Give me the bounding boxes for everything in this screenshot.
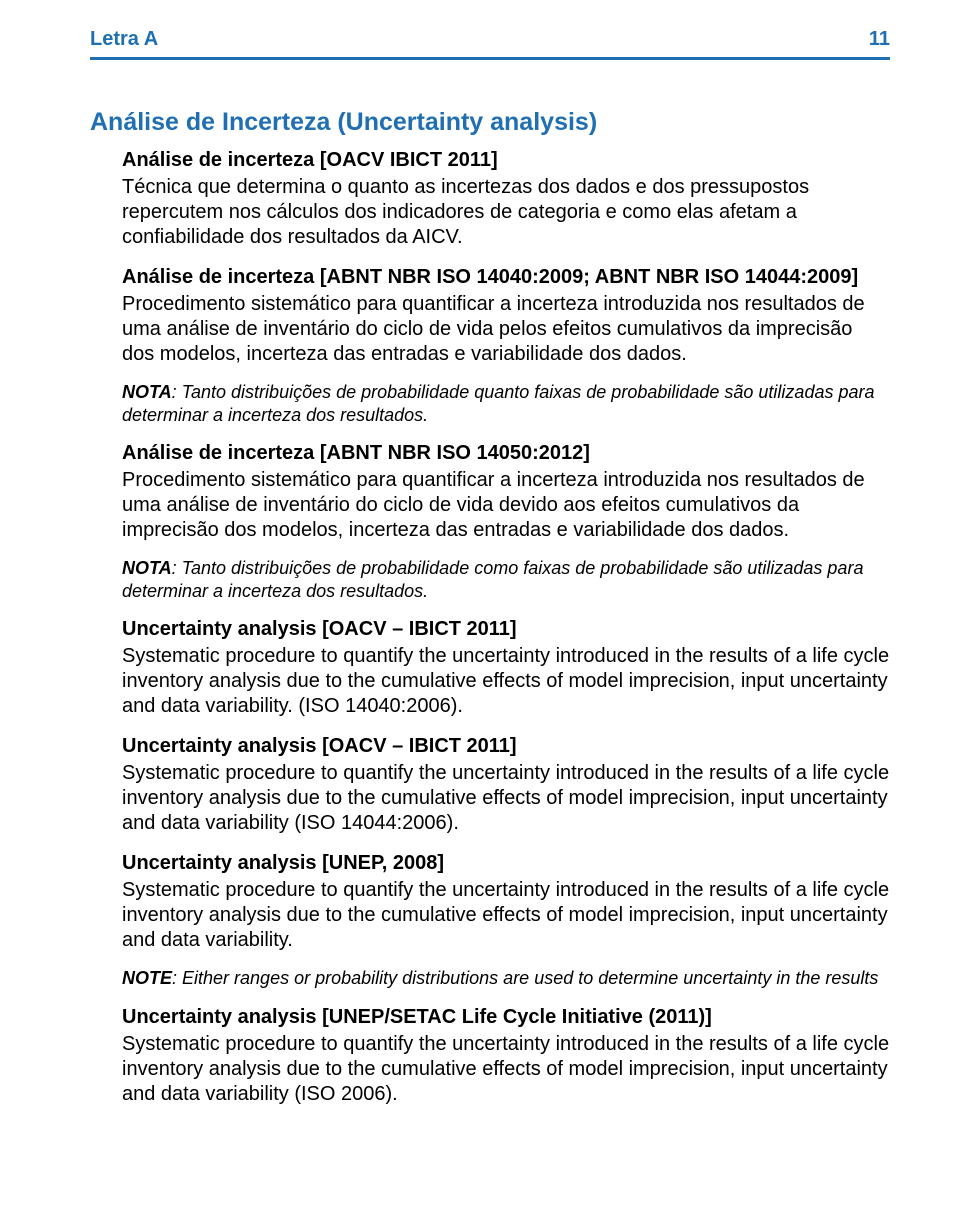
entry-title: Uncertainty analysis [UNEP, 2008] xyxy=(122,850,890,876)
entry-title: Uncertainty analysis [UNEP/SETAC Life Cy… xyxy=(122,1004,890,1030)
entry-body: Systematic procedure to quantify the unc… xyxy=(122,1032,890,1107)
header-section-label: Letra A xyxy=(90,28,158,51)
entry-body: Systematic procedure to quantify the unc… xyxy=(122,761,890,836)
note-text: : Either ranges or probability distribut… xyxy=(172,968,878,988)
glossary-entry: Uncertainty analysis [OACV – IBICT 2011]… xyxy=(90,616,890,719)
note-label: NOTE xyxy=(122,968,172,988)
note-label: NOTA xyxy=(122,558,172,578)
glossary-entry: Análise de incerteza [OACV IBICT 2011] T… xyxy=(90,147,890,250)
entry-title: Análise de incerteza [ABNT NBR ISO 14050… xyxy=(122,440,890,466)
header-page-number: 11 xyxy=(869,28,890,51)
entry-body: Técnica que determina o quanto as incert… xyxy=(122,175,890,250)
glossary-entry: Uncertainty analysis [UNEP/SETAC Life Cy… xyxy=(90,1004,890,1107)
entry-note: NOTA: Tanto distribuições de probabilida… xyxy=(90,381,890,426)
entry-note: NOTE: Either ranges or probability distr… xyxy=(90,967,890,990)
entry-body: Systematic procedure to quantify the unc… xyxy=(122,644,890,719)
entry-body: Systematic procedure to quantify the unc… xyxy=(122,878,890,953)
note-label: NOTA xyxy=(122,382,172,402)
entry-title: Análise de incerteza [ABNT NBR ISO 14040… xyxy=(122,264,890,290)
entry-title: Uncertainty analysis [OACV – IBICT 2011] xyxy=(122,616,890,642)
glossary-entry: Uncertainty analysis [OACV – IBICT 2011]… xyxy=(90,733,890,836)
note-text: : Tanto distribuições de probabilidade c… xyxy=(122,558,863,601)
glossary-entry: Análise de incerteza [ABNT NBR ISO 14050… xyxy=(90,440,890,543)
entry-body: Procedimento sistemático para quantifica… xyxy=(122,292,890,367)
entry-note: NOTA: Tanto distribuições de probabilida… xyxy=(90,557,890,602)
header-rule xyxy=(90,57,890,60)
entry-body: Procedimento sistemático para quantifica… xyxy=(122,468,890,543)
note-text: : Tanto distribuições de probabilidade q… xyxy=(122,382,875,425)
glossary-entry: Uncertainty analysis [UNEP, 2008] System… xyxy=(90,850,890,953)
glossary-entry: Análise de incerteza [ABNT NBR ISO 14040… xyxy=(90,264,890,367)
entry-title: Análise de incerteza [OACV IBICT 2011] xyxy=(122,147,890,173)
entry-title: Uncertainty analysis [OACV – IBICT 2011] xyxy=(122,733,890,759)
main-title: Análise de Incerteza (Uncertainty analys… xyxy=(90,108,890,137)
page-header: Letra A 11 xyxy=(90,28,890,51)
